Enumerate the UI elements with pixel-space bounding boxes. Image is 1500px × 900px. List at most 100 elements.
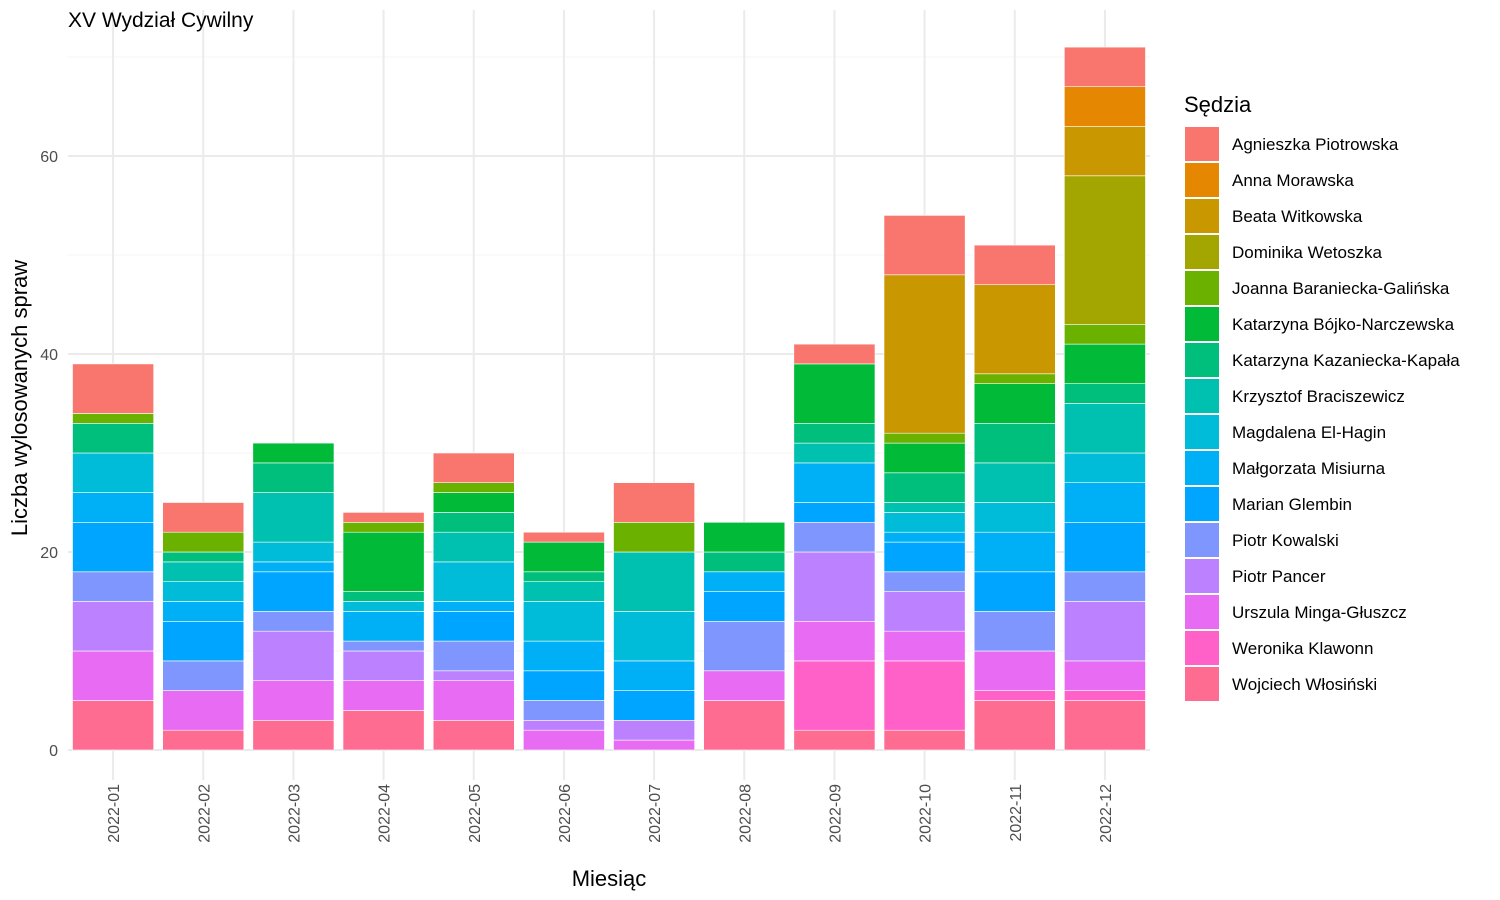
x-tick-label: 2022-03 (286, 784, 303, 843)
bar-segment (523, 719, 605, 731)
bar-segment (342, 521, 425, 533)
bar-segment (72, 413, 154, 424)
bar-segment (793, 620, 876, 662)
bar-segment (613, 660, 695, 691)
bar-segment (883, 660, 966, 731)
legend-swatch (1185, 667, 1219, 701)
legend-label: Joanna Baraniecka-Galińska (1232, 279, 1450, 298)
bar-segment (432, 482, 515, 493)
bar-segment (342, 640, 425, 652)
bar-segment (162, 620, 245, 662)
bar-segment (883, 512, 966, 533)
chart-title: XV Wydział Cywilny (68, 9, 254, 32)
bar-segment (883, 274, 966, 434)
bar-segment (883, 502, 966, 513)
bar-segment (523, 541, 605, 573)
bar-segment (883, 630, 966, 662)
legend-swatch (1185, 163, 1219, 197)
bar-segment (793, 462, 876, 503)
bar-segment (72, 521, 154, 573)
bar-segment (432, 452, 515, 484)
legend-swatch (1185, 523, 1219, 557)
bar-segment (1064, 323, 1146, 345)
bar-segment (613, 611, 695, 662)
bar-segment (883, 442, 966, 474)
bar-segment (523, 571, 605, 582)
bar-segment (72, 700, 154, 751)
bar-segment (1064, 601, 1146, 662)
bar-segment (793, 521, 876, 553)
bar-segment (72, 492, 154, 523)
bar-segment (1064, 86, 1146, 127)
bar-segment (252, 462, 335, 493)
bar-segment (342, 601, 425, 612)
legend-label: Beata Witkowska (1232, 207, 1363, 226)
x-axis-tick-labels: 2022-01 2022-02 2022-03 2022-04 2022-05 2022-… (106, 784, 1115, 843)
y-tick-label: 60 (40, 149, 58, 166)
bar-segment (1064, 521, 1146, 573)
legend-swatch (1185, 379, 1219, 413)
legend-label: Krzysztof Braciszewicz (1232, 387, 1405, 406)
bar-segment (613, 551, 695, 612)
legend-swatch (1185, 631, 1219, 665)
bar-segment (342, 680, 425, 711)
legend-swatch (1185, 595, 1219, 629)
bars (72, 46, 1146, 751)
bar-segment (883, 541, 966, 573)
legend-label: Katarzyna Bójko-Narczewska (1232, 315, 1455, 334)
bar-segment (432, 531, 515, 563)
bar-segment (703, 551, 786, 573)
bar-segment (342, 650, 425, 682)
bar-segment (162, 690, 245, 731)
x-tick-label: 2022-02 (196, 784, 213, 843)
bar-segment (973, 531, 1056, 573)
x-tick-label: 2022-08 (737, 784, 754, 843)
bar-segment (1064, 343, 1146, 385)
bar-segment (1064, 660, 1146, 691)
bar-segment (72, 601, 154, 652)
legend-label: Weronika Klawonn (1232, 639, 1373, 658)
bar-segment (703, 620, 786, 672)
bar-segment (342, 591, 425, 602)
bar-segment (1064, 571, 1146, 602)
bar-segment (252, 630, 335, 682)
bar-segment (432, 680, 515, 721)
bar-segment (883, 472, 966, 503)
bar-segment (973, 650, 1056, 691)
bar-segment (1064, 175, 1146, 325)
bar-segment (252, 442, 335, 464)
bar-segment (703, 700, 786, 751)
legend-swatch (1185, 199, 1219, 233)
legend-label: Agnieszka Piotrowska (1232, 135, 1399, 154)
bar-segment (1064, 383, 1146, 404)
bar-segment (1064, 452, 1146, 484)
legend-label: Anna Morawska (1232, 171, 1354, 190)
bar-segment (973, 383, 1056, 424)
bar-segment (432, 719, 515, 751)
bar-segment (883, 591, 966, 632)
y-tick-label: 0 (49, 743, 58, 760)
x-tick-label: 2022-04 (377, 784, 394, 843)
x-tick-label: 2022-11 (1008, 784, 1025, 842)
bar-segment (613, 719, 695, 741)
bar-segment (973, 690, 1056, 701)
bar-segment (252, 680, 335, 721)
bar-segment (432, 670, 515, 681)
bar-segment (432, 601, 515, 612)
bar-segment (523, 670, 605, 701)
legend-swatch (1185, 343, 1219, 377)
legend-swatch (1185, 127, 1219, 161)
bar-segment (523, 601, 605, 642)
bar-segment (1064, 700, 1146, 751)
bar-segment (973, 700, 1056, 751)
bar-segment (703, 591, 786, 622)
bar-segment (162, 561, 245, 583)
bar-segment (252, 571, 335, 612)
bar-segment (613, 521, 695, 553)
bar-segment (252, 492, 335, 543)
bar-segment (523, 531, 605, 543)
legend-label: Wojciech Włosiński (1232, 675, 1377, 694)
bar-segment (793, 363, 876, 424)
legend-swatch (1185, 451, 1219, 485)
